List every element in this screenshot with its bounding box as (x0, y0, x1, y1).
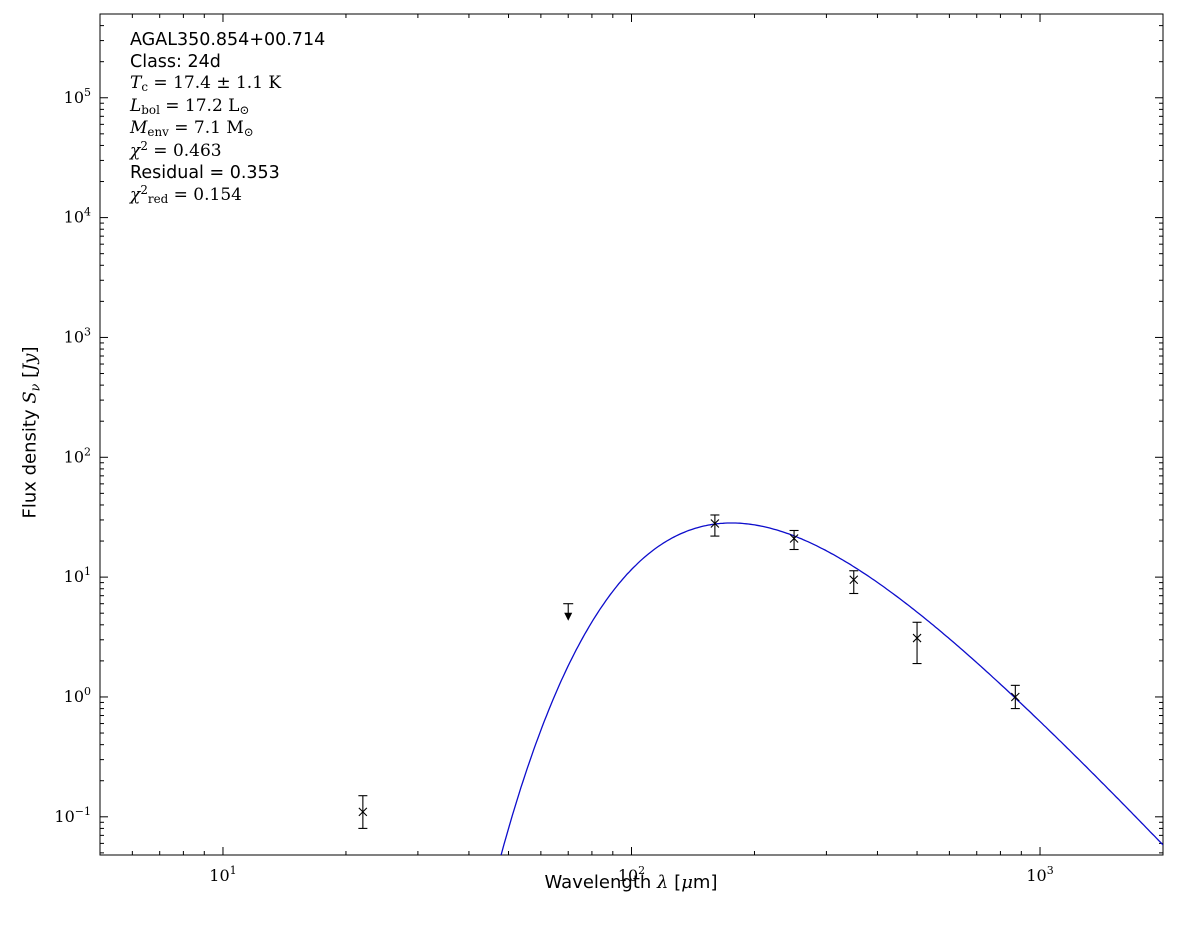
text-segment: L (130, 95, 142, 116)
text-segment: AGAL350.854+00.714 (130, 30, 326, 50)
annotation-line-envelope-mass: Menv = 7.1 M⊙ (130, 118, 325, 141)
y-tick-label-1e4: 104 (64, 206, 91, 227)
text-segment: bol (141, 102, 160, 117)
model-curve-group (500, 522, 1163, 855)
text-segment: ⊙ (239, 102, 250, 117)
greybody-fit-curve (500, 522, 1163, 855)
y-tick-label-1e3: 103 (64, 325, 91, 346)
y-tick-label-1e5: 105 (64, 86, 91, 107)
text-segment: 2 (140, 183, 148, 198)
text-segment: [ (19, 370, 41, 384)
text-segment: Jy (19, 353, 41, 371)
text-segment: ] (19, 346, 41, 354)
y-tick-label-1e-1: 10−1 (54, 805, 91, 826)
text-segment: T (130, 73, 142, 93)
data-point-350um (849, 570, 859, 595)
x-axis-label: Wavelength λ [μm] (381, 872, 881, 893)
data-point-870um (1010, 684, 1020, 710)
text-segment: Class: 24d (130, 51, 221, 72)
text-segment: m] (692, 872, 718, 893)
fit-parameters-annotation: AGAL350.854+00.714 Class: 24d Tc = 17.4 ± … (130, 30, 325, 207)
annotation-line-bolometric-luminosity: Lbol = 17.2 L⊙ (130, 96, 325, 119)
text-segment: 2 (140, 139, 148, 154)
data-point-160um (710, 514, 720, 537)
text-segment: λ (657, 872, 669, 893)
upper-limits (563, 603, 574, 621)
y-axis-label: Flux density Sν [Jy] (19, 183, 43, 683)
text-segment: Residual = 0.353 (130, 163, 280, 183)
text-segment: = 7.1 M (168, 118, 244, 138)
annotation-line-source-name: AGAL350.854+00.714 (130, 30, 325, 52)
text-segment: = 0.154 (168, 184, 242, 205)
annotation-line-reduced-chi-squared: χ2red = 0.154 (130, 183, 325, 208)
annotation-line-residual: Residual = 0.353 (130, 163, 325, 185)
text-segment: = 0.463 (147, 140, 222, 161)
y-tick-label-1e0: 100 (64, 685, 91, 706)
x-tick-labels: 101 102 103 (209, 864, 1053, 885)
text-segment: = 17.2 L (159, 95, 240, 116)
annotation-line-dust-temperature: Tc = 17.4 ± 1.1 K (130, 73, 325, 96)
upper-limit-70um (563, 603, 574, 621)
down-arrow-icon (564, 612, 573, 621)
text-segment: χ (130, 140, 141, 161)
data-point-22um (358, 795, 368, 829)
text-segment: Flux density (19, 403, 41, 519)
x-tick-label-1e1: 101 (209, 864, 236, 885)
annotation-line-class: Class: 24d (130, 52, 325, 74)
text-segment: ν (27, 383, 43, 392)
annotation-line-chi-squared: χ2 = 0.463 (130, 139, 325, 164)
text-segment: M (130, 118, 148, 138)
x-tick-label-1e2: 102 (618, 864, 645, 885)
text-segment: ⊙ (243, 125, 254, 140)
y-tick-label-1e1: 101 (64, 565, 91, 586)
x-axis-ticks (99, 14, 1164, 855)
text-segment: red (147, 191, 169, 206)
text-segment: c (141, 80, 149, 95)
text-segment: S (19, 391, 41, 404)
text-segment: Wavelength (544, 872, 658, 893)
data-point-250um (789, 529, 799, 551)
text-segment: = 17.4 ± 1.1 K (148, 73, 282, 93)
text-segment: μ (681, 872, 693, 893)
x-tick-label-1e3: 103 (1026, 864, 1053, 885)
y-tick-labels: 10−1 100 101 102 103 104 105 (54, 86, 91, 826)
y-axis-ticks (100, 13, 1163, 854)
data-points (358, 514, 1020, 829)
data-point-500um (912, 621, 922, 665)
y-tick-label-1e2: 102 (64, 445, 91, 466)
text-segment: env (147, 125, 169, 140)
text-segment: χ (130, 184, 141, 205)
text-segment: [ (668, 872, 682, 893)
